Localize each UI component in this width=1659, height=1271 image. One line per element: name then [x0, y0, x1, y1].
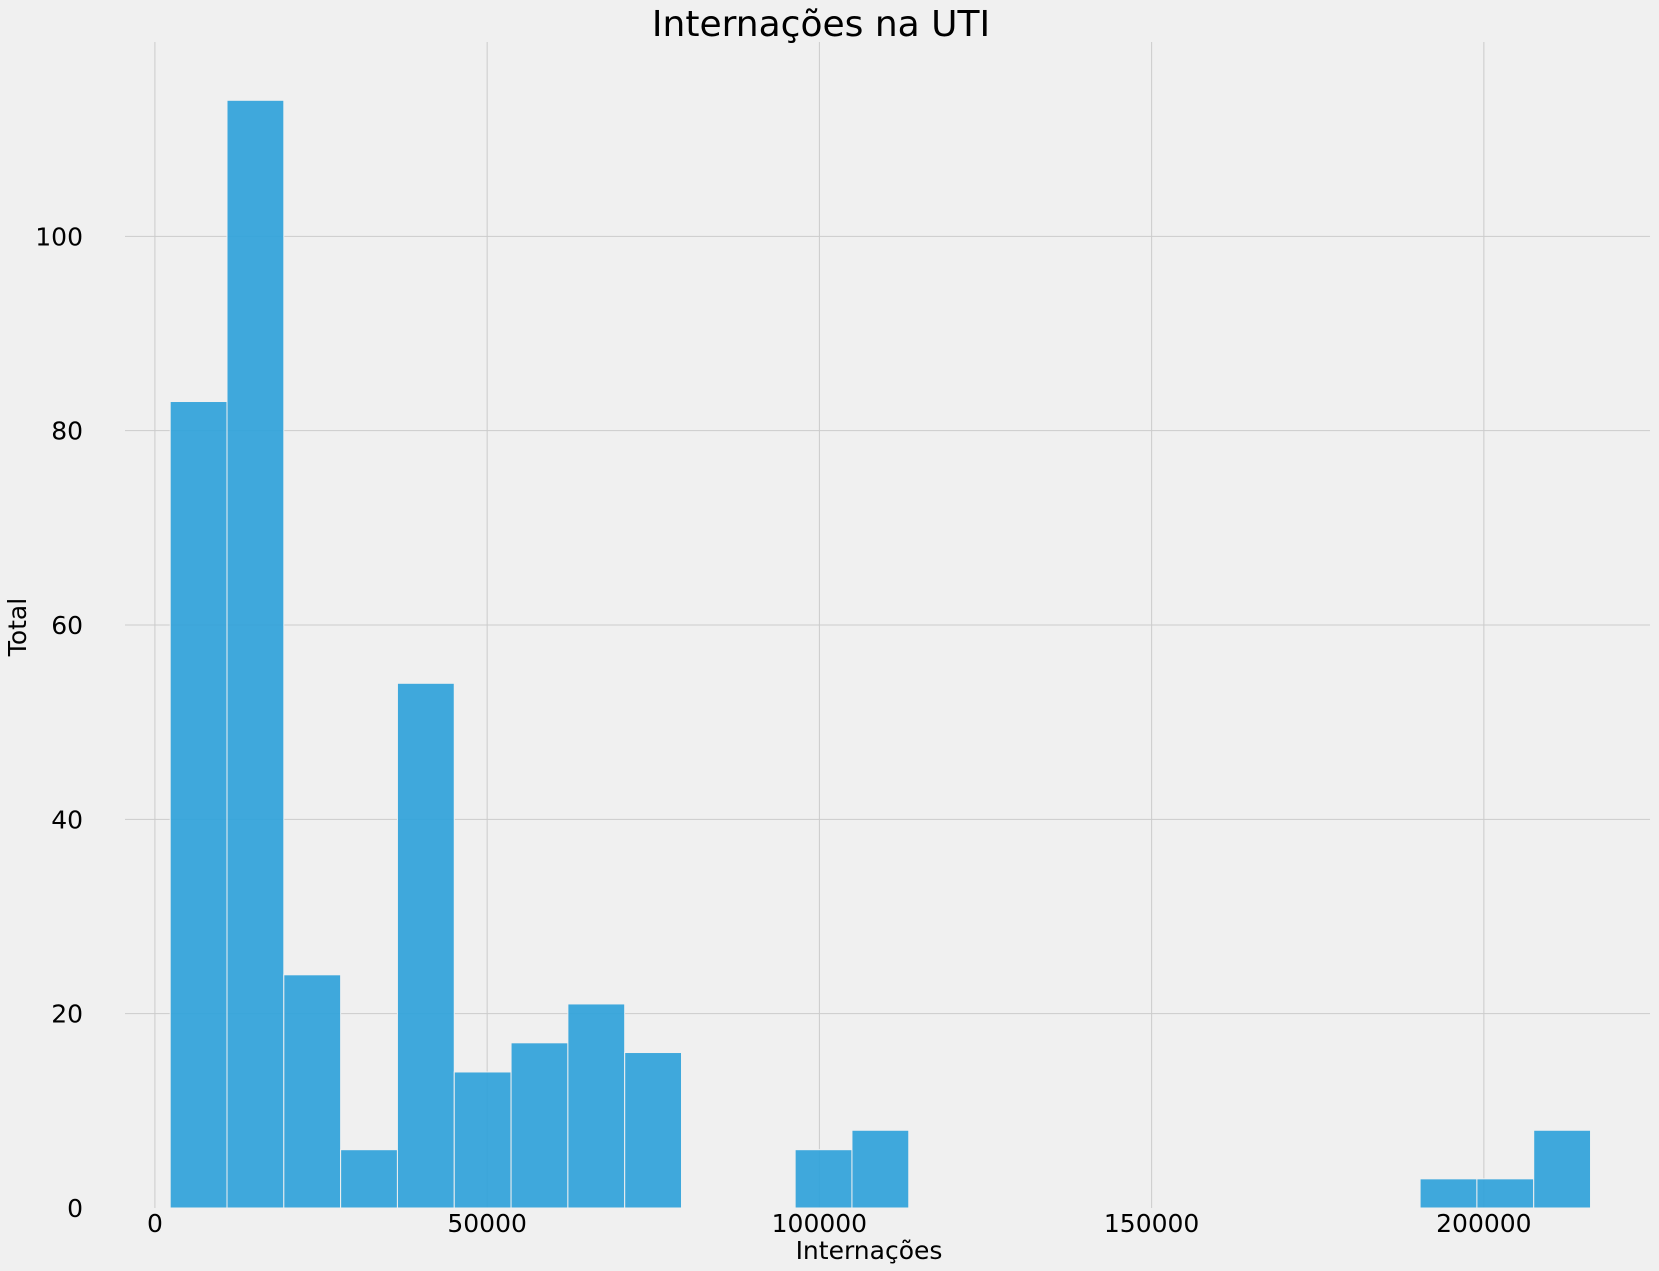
histogram-bar	[567, 1003, 626, 1209]
histogram-bar	[794, 1149, 853, 1209]
histogram-bar	[510, 1042, 569, 1209]
histogram-bar	[396, 682, 455, 1209]
histogram-bar	[851, 1129, 910, 1209]
histogram-bar	[226, 99, 285, 1209]
histogram-bar	[169, 401, 228, 1209]
y-tick-label: 60	[51, 611, 83, 640]
y-tick-label: 80	[51, 417, 83, 446]
histogram-bar	[1419, 1178, 1478, 1209]
histogram-bar	[1476, 1178, 1535, 1209]
histogram-bar	[1533, 1129, 1592, 1209]
x-axis-label: Internações	[796, 1236, 943, 1265]
x-tick-label: 50000	[447, 1209, 527, 1238]
histogram-bar	[624, 1052, 683, 1209]
histogram-bar	[453, 1071, 512, 1209]
histogram-bar	[340, 1149, 398, 1209]
x-tick-label: 200000	[1436, 1209, 1531, 1238]
x-tick-label: 100000	[772, 1209, 867, 1238]
histogram-bar	[283, 974, 342, 1209]
y-tick-label: 100	[35, 222, 83, 251]
y-tick-label: 40	[51, 805, 83, 834]
bars	[169, 99, 1592, 1209]
x-tick-label: 0	[147, 1209, 163, 1238]
y-tick-label: 0	[67, 1194, 83, 1223]
tick-labels: 0 50000 100000 150000 200000 0 20 40 60 80 100	[35, 222, 1531, 1238]
y-axis-label: Total	[3, 598, 32, 657]
x-tick-label: 150000	[1104, 1209, 1199, 1238]
chart-title: Internações na UTI	[652, 4, 990, 45]
grid	[125, 42, 1650, 1208]
y-tick-label: 20	[51, 1000, 83, 1029]
